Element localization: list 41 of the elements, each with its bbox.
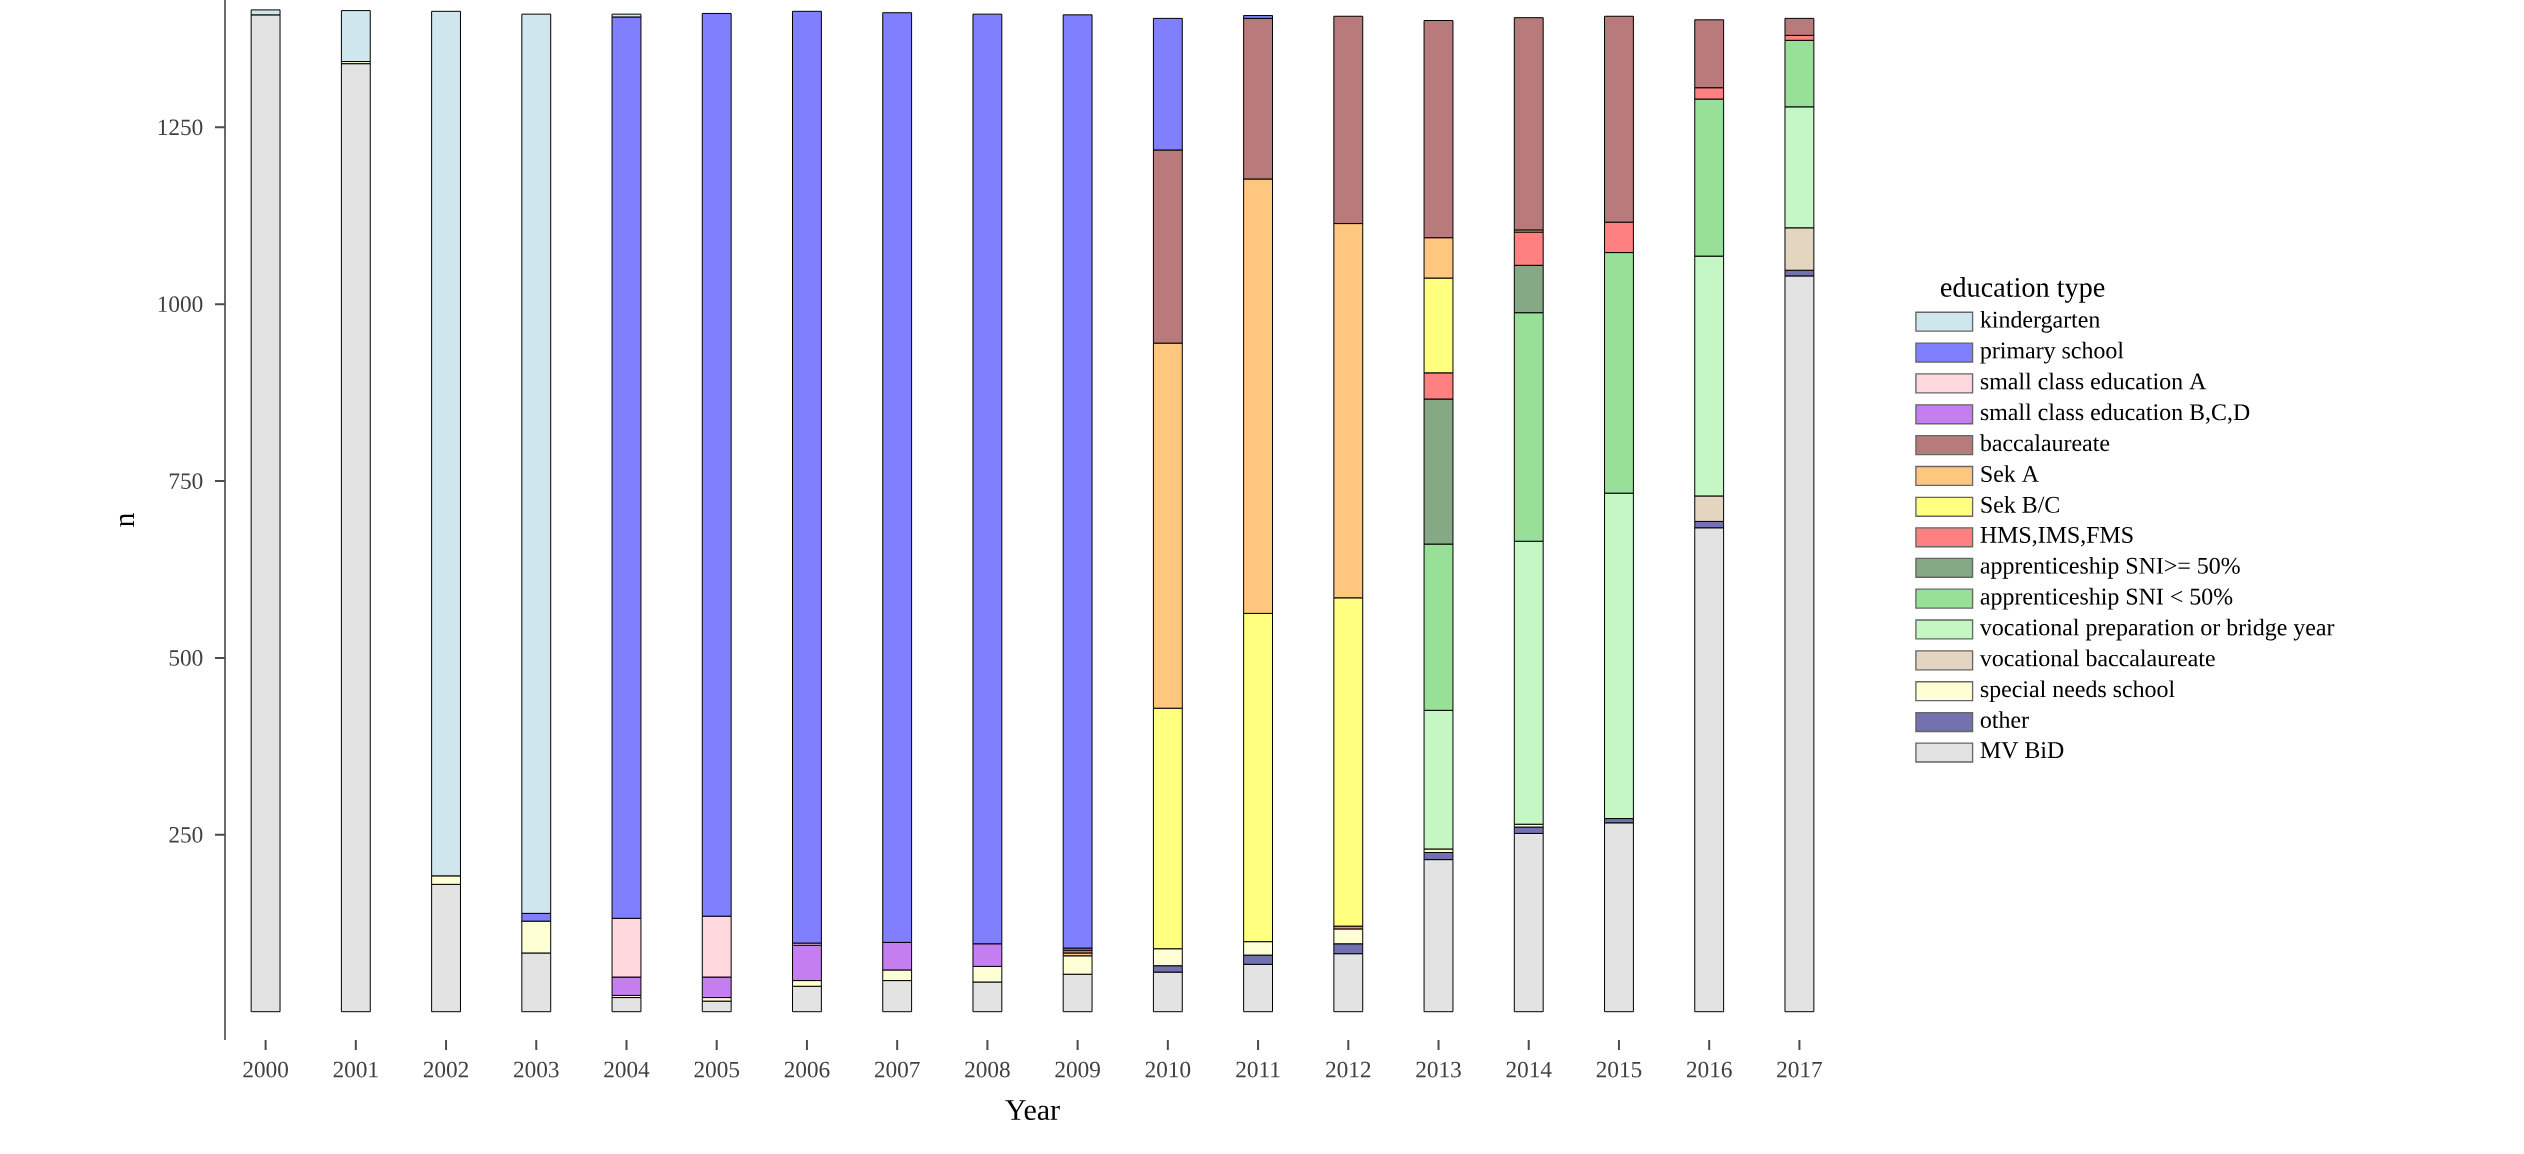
x-tick-label: 2012 bbox=[1326, 1061, 1371, 1078]
x-tick-label: 2011 bbox=[1236, 1061, 1280, 1078]
legend-title: education type bbox=[1940, 277, 2105, 303]
y-tick-label: 750 bbox=[169, 473, 203, 489]
x-tick-label: 2015 bbox=[1596, 1061, 1642, 1078]
legend-label: Sek B/C bbox=[1981, 496, 2059, 513]
legend-label: vocational baccalaureate bbox=[1979, 649, 2215, 667]
y-tick-label: 250 bbox=[169, 826, 203, 843]
legend-label: special needs school bbox=[1980, 680, 2175, 703]
x-tick-label: 2004 bbox=[604, 1061, 650, 1078]
y-tick-label: 1000 bbox=[158, 296, 203, 313]
legend-label: vocational preparation or bridge year bbox=[1979, 618, 2335, 641]
legend-label: small class education B,C,D bbox=[1980, 403, 2250, 424]
legend-label: baccalaureate bbox=[1979, 434, 2110, 452]
legend-label: small class education A bbox=[1980, 372, 2207, 390]
y-axis-title: n bbox=[119, 512, 134, 527]
legend-label: Sek A bbox=[1981, 465, 2039, 482]
x-tick-label: 2002 bbox=[423, 1061, 468, 1078]
x-tick-label: 2005 bbox=[694, 1061, 740, 1078]
x-tick-label: 2013 bbox=[1416, 1061, 1461, 1078]
legend-label: other bbox=[1980, 711, 2029, 729]
x-tick-label: 2001 bbox=[333, 1061, 378, 1078]
x-tick-label: 2007 bbox=[874, 1061, 920, 1078]
x-tick-label: 2017 bbox=[1777, 1061, 1822, 1078]
legend-label: apprenticeship SNI>= 50% bbox=[1980, 557, 2240, 579]
x-tick-label: 2003 bbox=[514, 1061, 559, 1078]
x-tick-label: 2006 bbox=[784, 1061, 830, 1078]
x-tick-label: 2000 bbox=[243, 1061, 288, 1078]
legend-label: HMS,IMS,FMS bbox=[1980, 526, 2133, 547]
x-tick-label: 2009 bbox=[1055, 1061, 1100, 1078]
legend-label: MV BiD bbox=[1980, 742, 2064, 759]
y-tick-label: 1250 bbox=[158, 119, 203, 136]
y-tick-label: 500 bbox=[169, 650, 203, 666]
legend-label: kindergarten bbox=[1980, 310, 2100, 333]
x-tick-label: 2014 bbox=[1506, 1061, 1552, 1078]
x-axis-title: Year bbox=[1005, 1100, 1060, 1121]
legend-label: primary school bbox=[1980, 341, 2124, 364]
legend-label: apprenticeship SNI < 50% bbox=[1980, 587, 2233, 610]
x-tick-label: 2016 bbox=[1686, 1061, 1732, 1078]
x-tick-label: 2010 bbox=[1145, 1061, 1191, 1078]
x-tick-label: 2008 bbox=[965, 1061, 1010, 1078]
